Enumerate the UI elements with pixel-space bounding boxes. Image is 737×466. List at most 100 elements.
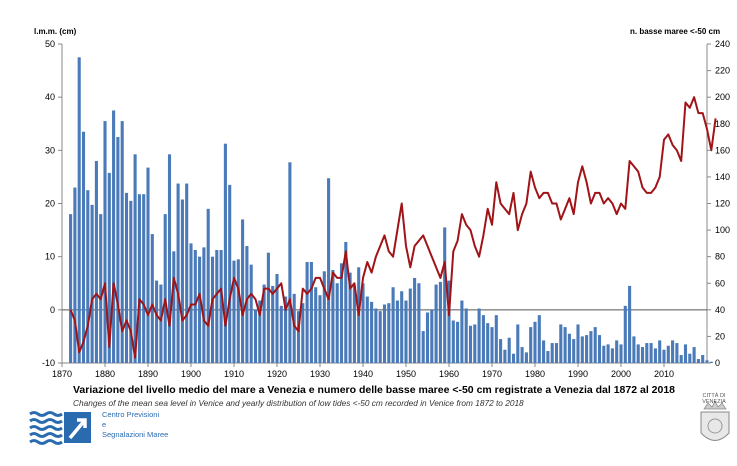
bar-1949 — [400, 291, 404, 363]
bar-1914 — [249, 264, 253, 363]
bar-1873 — [73, 187, 77, 363]
x-tick-label: 1920 — [267, 369, 287, 379]
bar-2004 — [636, 344, 640, 363]
right-tick-label: 20 — [715, 331, 725, 341]
bar-1984 — [550, 343, 554, 363]
chart-title: Variazione del livello medio del mare a … — [73, 384, 676, 396]
bar-2020 — [705, 360, 709, 363]
bar-1974 — [507, 337, 511, 363]
bar-1981 — [537, 315, 541, 363]
right-tick-label: 100 — [715, 225, 730, 235]
bar-1961 — [451, 320, 455, 363]
bar-1952 — [413, 277, 417, 363]
bar-1940 — [361, 283, 365, 363]
logo-line-3: Segnalazioni Maree — [102, 430, 169, 439]
bar-1982 — [542, 340, 546, 363]
bar-1891 — [150, 234, 154, 363]
right-tick-label: 220 — [715, 66, 730, 76]
right-tick-label: 240 — [715, 39, 730, 49]
bar-1903 — [202, 247, 206, 363]
x-tick-label: 2010 — [654, 369, 674, 379]
x-tick-label: 1970 — [482, 369, 502, 379]
bar-1964 — [464, 308, 468, 363]
bar-1915 — [253, 309, 258, 363]
bar-1878 — [94, 160, 98, 363]
bar-1969 — [486, 323, 490, 364]
bar-2002 — [628, 285, 632, 363]
bar-1958 — [438, 281, 442, 363]
bar-1977 — [520, 347, 524, 363]
bars-layer — [69, 57, 713, 364]
city-seal-icon — [700, 400, 730, 441]
bar-1946 — [387, 303, 391, 363]
bar-1990 — [576, 324, 580, 363]
bar-1912 — [241, 219, 245, 363]
bar-1885 — [124, 192, 129, 363]
bar-1934 — [335, 283, 339, 363]
bar-1889 — [142, 194, 146, 363]
bar-1882 — [112, 110, 116, 364]
bar-1884 — [120, 121, 124, 363]
x-tick-label: 1900 — [181, 369, 201, 379]
bar-1937 — [348, 272, 352, 363]
bar-1951 — [408, 288, 412, 363]
bar-1901 — [193, 250, 197, 363]
bar-2017 — [692, 347, 696, 363]
bar-2015 — [683, 344, 688, 363]
x-tick-label: 1950 — [396, 369, 416, 379]
right-tick-label: 0 — [715, 358, 720, 368]
bar-2013 — [675, 343, 679, 363]
bar-2001 — [623, 305, 627, 363]
bar-1879 — [99, 214, 103, 363]
x-tick-label: 1880 — [95, 369, 115, 379]
bar-1968 — [481, 315, 485, 363]
bar-1992 — [585, 335, 589, 363]
bar-1928 — [309, 261, 313, 363]
bar-1993 — [589, 331, 593, 363]
x-tick-label: 1890 — [138, 369, 158, 379]
bar-1948 — [395, 300, 399, 363]
left-tick-label: 50 — [45, 39, 55, 49]
bar-1985 — [554, 343, 559, 363]
bar-1922 — [284, 296, 288, 363]
bar-1963 — [460, 300, 464, 363]
bar-1906 — [215, 250, 219, 363]
bar-1976 — [516, 324, 520, 363]
bar-1983 — [546, 351, 550, 363]
bar-2009 — [658, 340, 662, 363]
bar-1998 — [610, 348, 614, 363]
x-tick-label: 1960 — [439, 369, 459, 379]
bar-1929 — [314, 287, 318, 363]
city-line-1: CITTÀ DI — [702, 393, 726, 399]
bar-1936 — [344, 242, 348, 363]
bar-2005 — [640, 347, 645, 363]
bar-1932 — [327, 178, 331, 363]
arrow-logo-icon — [64, 412, 91, 443]
x-tick-label: 1930 — [310, 369, 330, 379]
bar-1941 — [365, 296, 369, 363]
x-tick-label: 1980 — [525, 369, 545, 379]
bar-1994 — [593, 327, 597, 363]
bar-1924 — [292, 293, 296, 363]
bar-1975 — [511, 353, 516, 363]
bar-1967 — [477, 308, 481, 363]
bar-1986 — [559, 324, 563, 363]
bar-1902 — [198, 256, 202, 363]
bar-1956 — [430, 309, 434, 363]
bar-1925 — [296, 311, 301, 363]
bar-1947 — [391, 287, 395, 363]
bar-1943 — [374, 308, 378, 363]
bar-1926 — [301, 303, 305, 363]
right-tick-label: 60 — [715, 278, 725, 288]
bar-1950 — [404, 300, 408, 363]
bar-1913 — [245, 246, 249, 363]
bar-1916 — [258, 300, 262, 363]
bar-1979 — [529, 327, 533, 363]
wave-logo-icon — [29, 411, 63, 445]
bar-2018 — [696, 359, 700, 363]
bar-2008 — [653, 348, 657, 363]
left-tick-label: 30 — [45, 145, 55, 155]
bar-1876 — [86, 190, 90, 363]
right-tick-label: 200 — [715, 92, 730, 102]
